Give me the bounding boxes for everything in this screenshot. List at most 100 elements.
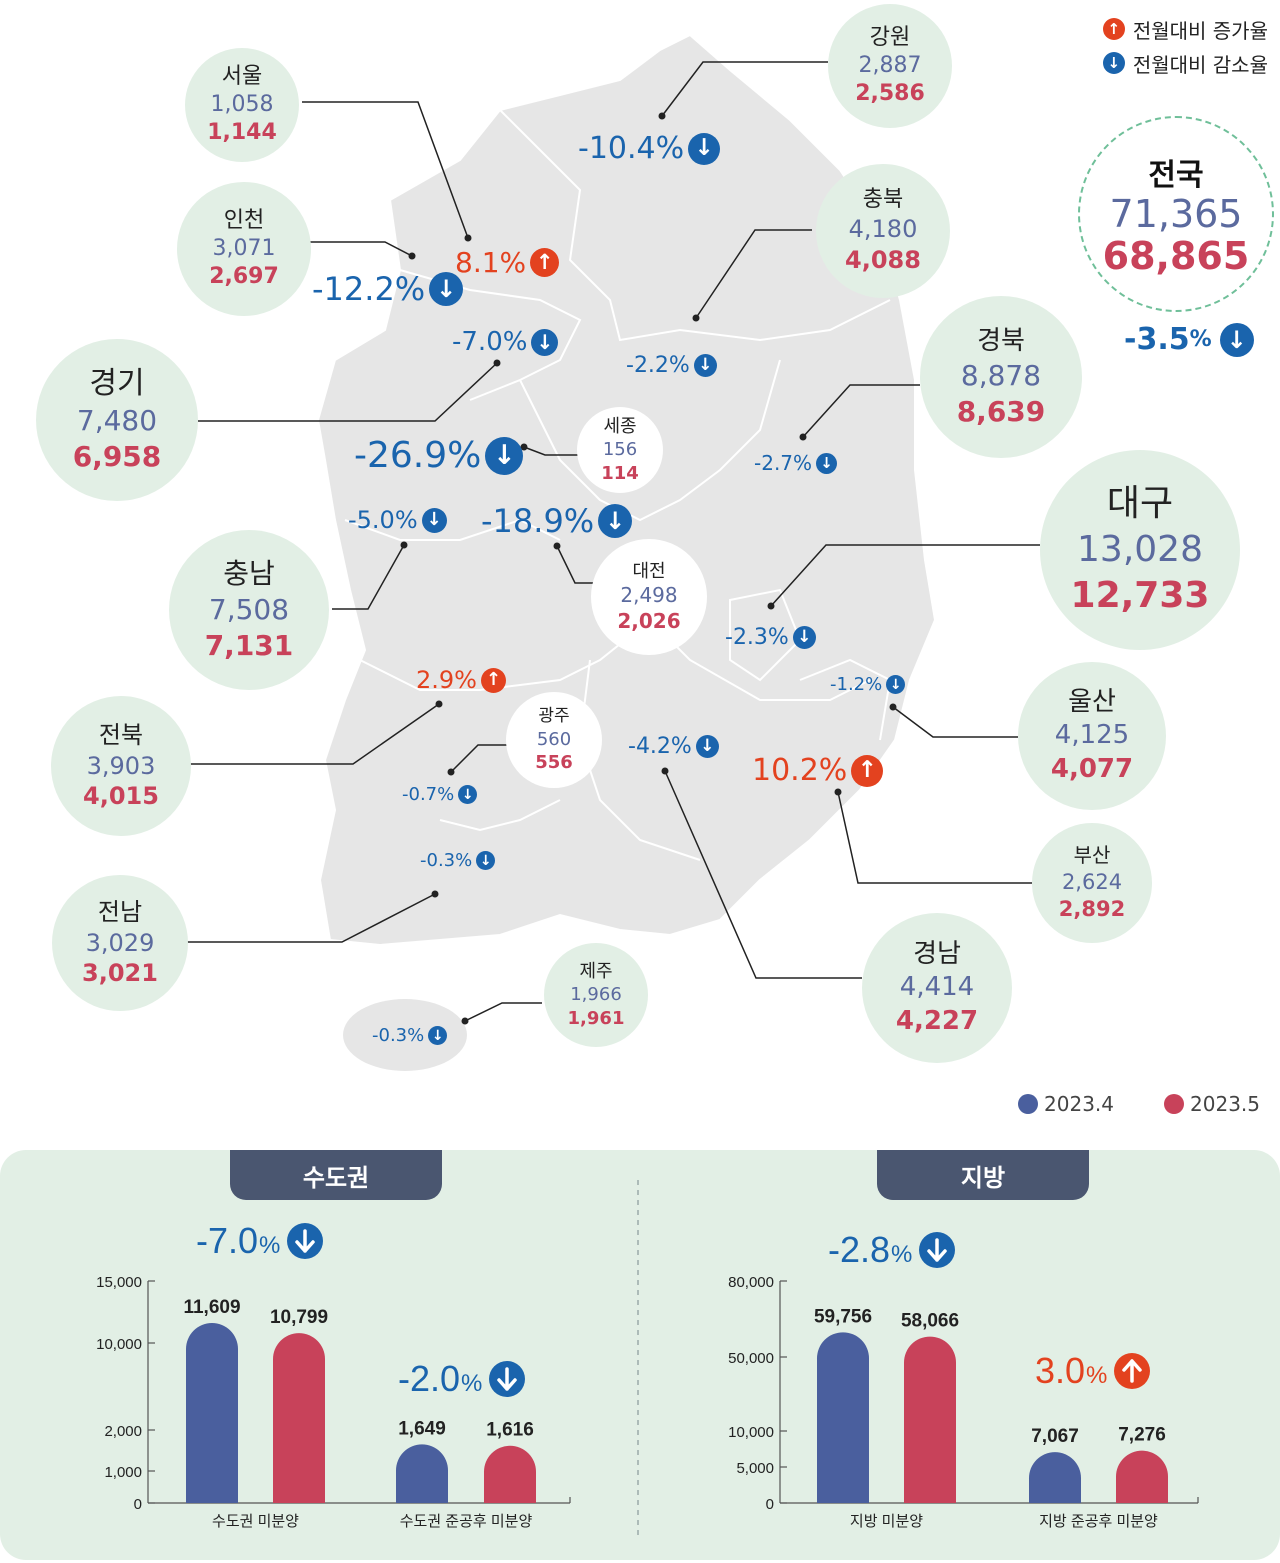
rate-gyeonggi: -7.0% ↓ bbox=[452, 327, 559, 357]
rate-value: -4.2% bbox=[628, 734, 692, 759]
region-value-apr: 1,058 bbox=[210, 91, 274, 117]
down-arrow-icon: ↓ bbox=[1102, 52, 1125, 74]
bar-may bbox=[1116, 1450, 1168, 1503]
region-name: 전북 bbox=[98, 720, 144, 749]
bar-may bbox=[904, 1336, 956, 1503]
down-arrow-icon: ↓ bbox=[458, 785, 478, 804]
rate-busan: 10.2% ↑ bbox=[752, 753, 884, 788]
down-arrow-icon: ↓ bbox=[886, 675, 906, 694]
region-name: 제주 bbox=[579, 961, 613, 983]
region-value-may: 4,227 bbox=[895, 1005, 979, 1036]
group-rate-unit: % bbox=[259, 1232, 280, 1259]
region-name: 충남 bbox=[223, 557, 275, 591]
up-arrow-icon: ↑ bbox=[1102, 18, 1125, 40]
region-value-apr: 156 bbox=[602, 439, 638, 461]
region-gwangju: 광주 560 556 bbox=[506, 692, 602, 788]
bar-value-label: 10,799 bbox=[270, 1307, 328, 1328]
region-value-may: 3,021 bbox=[82, 959, 158, 988]
y-tick-label: 5,000 bbox=[736, 1460, 774, 1477]
region-value-apr: 4,180 bbox=[848, 215, 918, 244]
region-name: 세종 bbox=[603, 416, 637, 438]
y-tick-label: 0 bbox=[134, 1496, 142, 1513]
arrow-glyph bbox=[1122, 1359, 1142, 1383]
rate-value: 10.2% bbox=[752, 753, 848, 788]
region-value-may: 12,733 bbox=[1070, 575, 1210, 617]
category-label: 수도권 준공후 미분양 bbox=[400, 1513, 533, 1530]
region-name: 경북 bbox=[977, 325, 1025, 356]
bar-value-label: 58,066 bbox=[901, 1311, 959, 1332]
region-value-apr: 8,878 bbox=[960, 358, 1042, 392]
nation-value-may: 68,865 bbox=[1102, 234, 1250, 278]
region-value-apr: 560 bbox=[536, 728, 572, 750]
rate-value: -2.7% bbox=[754, 451, 813, 475]
arrow-glyph bbox=[927, 1238, 947, 1262]
rate-value: -26.9% bbox=[354, 435, 482, 476]
rate-value: -18.9% bbox=[481, 502, 595, 540]
y-tick-label: 0 bbox=[766, 1496, 774, 1513]
leader-dots bbox=[400, 112, 897, 1025]
bar-may bbox=[273, 1333, 325, 1503]
down-arrow-icon: ↓ bbox=[1219, 322, 1254, 357]
region-gyeonggi: 경기 7,480 6,958 bbox=[36, 339, 198, 501]
bar-apr bbox=[396, 1444, 448, 1503]
region-incheon: 인천 3,071 2,697 bbox=[177, 182, 311, 316]
bar-value-label: 59,756 bbox=[814, 1306, 872, 1327]
rate-value: -0.3% bbox=[420, 850, 473, 871]
rate-value: -1.2% bbox=[830, 674, 883, 695]
y-tick-label: 10,000 bbox=[96, 1336, 142, 1353]
rate-gwangju: -0.7% ↓ bbox=[402, 784, 478, 805]
rate-value: -2.3% bbox=[725, 625, 789, 650]
up-arrow-icon: ↑ bbox=[530, 248, 560, 277]
region-value-may: 8,639 bbox=[956, 394, 1046, 428]
nation-total: 전국 71,365 68,865 bbox=[1078, 116, 1274, 312]
group-rate-value: 3.0 bbox=[1035, 1350, 1085, 1391]
down-arrow-icon: ↓ bbox=[688, 132, 721, 165]
region-jeju: 제주 1,966 1,961 bbox=[544, 943, 648, 1047]
nation-rate: -3.5% ↓ bbox=[1124, 322, 1254, 357]
category-label: 수도권 미분양 bbox=[212, 1513, 299, 1530]
group-rate-value: -2.8 bbox=[828, 1229, 890, 1270]
nation-value-apr: 71,365 bbox=[1109, 192, 1243, 237]
region-value-apr: 2,624 bbox=[1061, 869, 1123, 894]
down-arrow-icon: ↓ bbox=[531, 328, 559, 356]
tab-capital-area: 수도권 bbox=[230, 1150, 442, 1200]
down-arrow-icon: ↓ bbox=[476, 851, 496, 870]
y-tick-label: 2,000 bbox=[104, 1423, 142, 1440]
region-value-apr: 13,028 bbox=[1077, 528, 1203, 570]
y-tick-label: 15,000 bbox=[96, 1274, 142, 1291]
rate-value: -0.7% bbox=[402, 784, 455, 805]
rate-jeonnam: -0.3% ↓ bbox=[420, 850, 496, 871]
group-rate-value: -2.0 bbox=[398, 1358, 460, 1399]
rate-ulsan: -1.2% ↓ bbox=[830, 674, 906, 695]
region-value-apr: 4,414 bbox=[899, 972, 975, 1003]
rate-value: -5.0% bbox=[348, 506, 418, 534]
region-value-may: 4,015 bbox=[83, 782, 159, 811]
region-value-may: 114 bbox=[601, 462, 639, 484]
rate-legend: ↑ 전월대비 증가율 ↓ 전월대비 감소율 bbox=[1102, 12, 1268, 80]
group-rate-unit: % bbox=[1086, 1362, 1107, 1389]
rate-jeonbuk: 2.9% ↑ bbox=[416, 666, 506, 694]
rate-incheon: -12.2% ↓ bbox=[312, 270, 464, 308]
bar-apr bbox=[817, 1332, 869, 1503]
region-daegu: 대구 13,028 12,733 bbox=[1040, 450, 1240, 650]
region-name: 충북 bbox=[862, 187, 904, 213]
rate-daejeon: -18.9% ↓ bbox=[481, 502, 633, 540]
bar-value-label: 1,616 bbox=[486, 1420, 534, 1441]
leader-lines bbox=[186, 61, 1040, 1022]
region-gyeongnam: 경남 4,414 4,227 bbox=[862, 913, 1012, 1063]
bar-may bbox=[484, 1445, 536, 1503]
arrow-glyph bbox=[295, 1229, 315, 1253]
down-arrow-icon: ↓ bbox=[485, 436, 524, 475]
region-name: 대구 bbox=[1106, 482, 1174, 524]
arrow-glyph bbox=[497, 1367, 517, 1391]
region-busan: 부산 2,624 2,892 bbox=[1032, 823, 1152, 943]
rate-seoul: 8.1% ↑ bbox=[455, 246, 560, 279]
legend-period-apr: 2023.4 bbox=[1018, 1092, 1114, 1116]
region-name: 경남 bbox=[913, 939, 961, 970]
region-name: 서울 bbox=[221, 63, 263, 89]
down-arrow-icon: ↓ bbox=[421, 507, 447, 533]
group-rate-unit: % bbox=[461, 1370, 482, 1397]
bar-charts: 0 1,000 2,000 10,000 15,000 수도권 미분양 11,609 10,7… bbox=[96, 1180, 1199, 1540]
region-name: 부산 bbox=[1073, 843, 1111, 868]
rate-value: -0.3% bbox=[372, 1025, 425, 1046]
